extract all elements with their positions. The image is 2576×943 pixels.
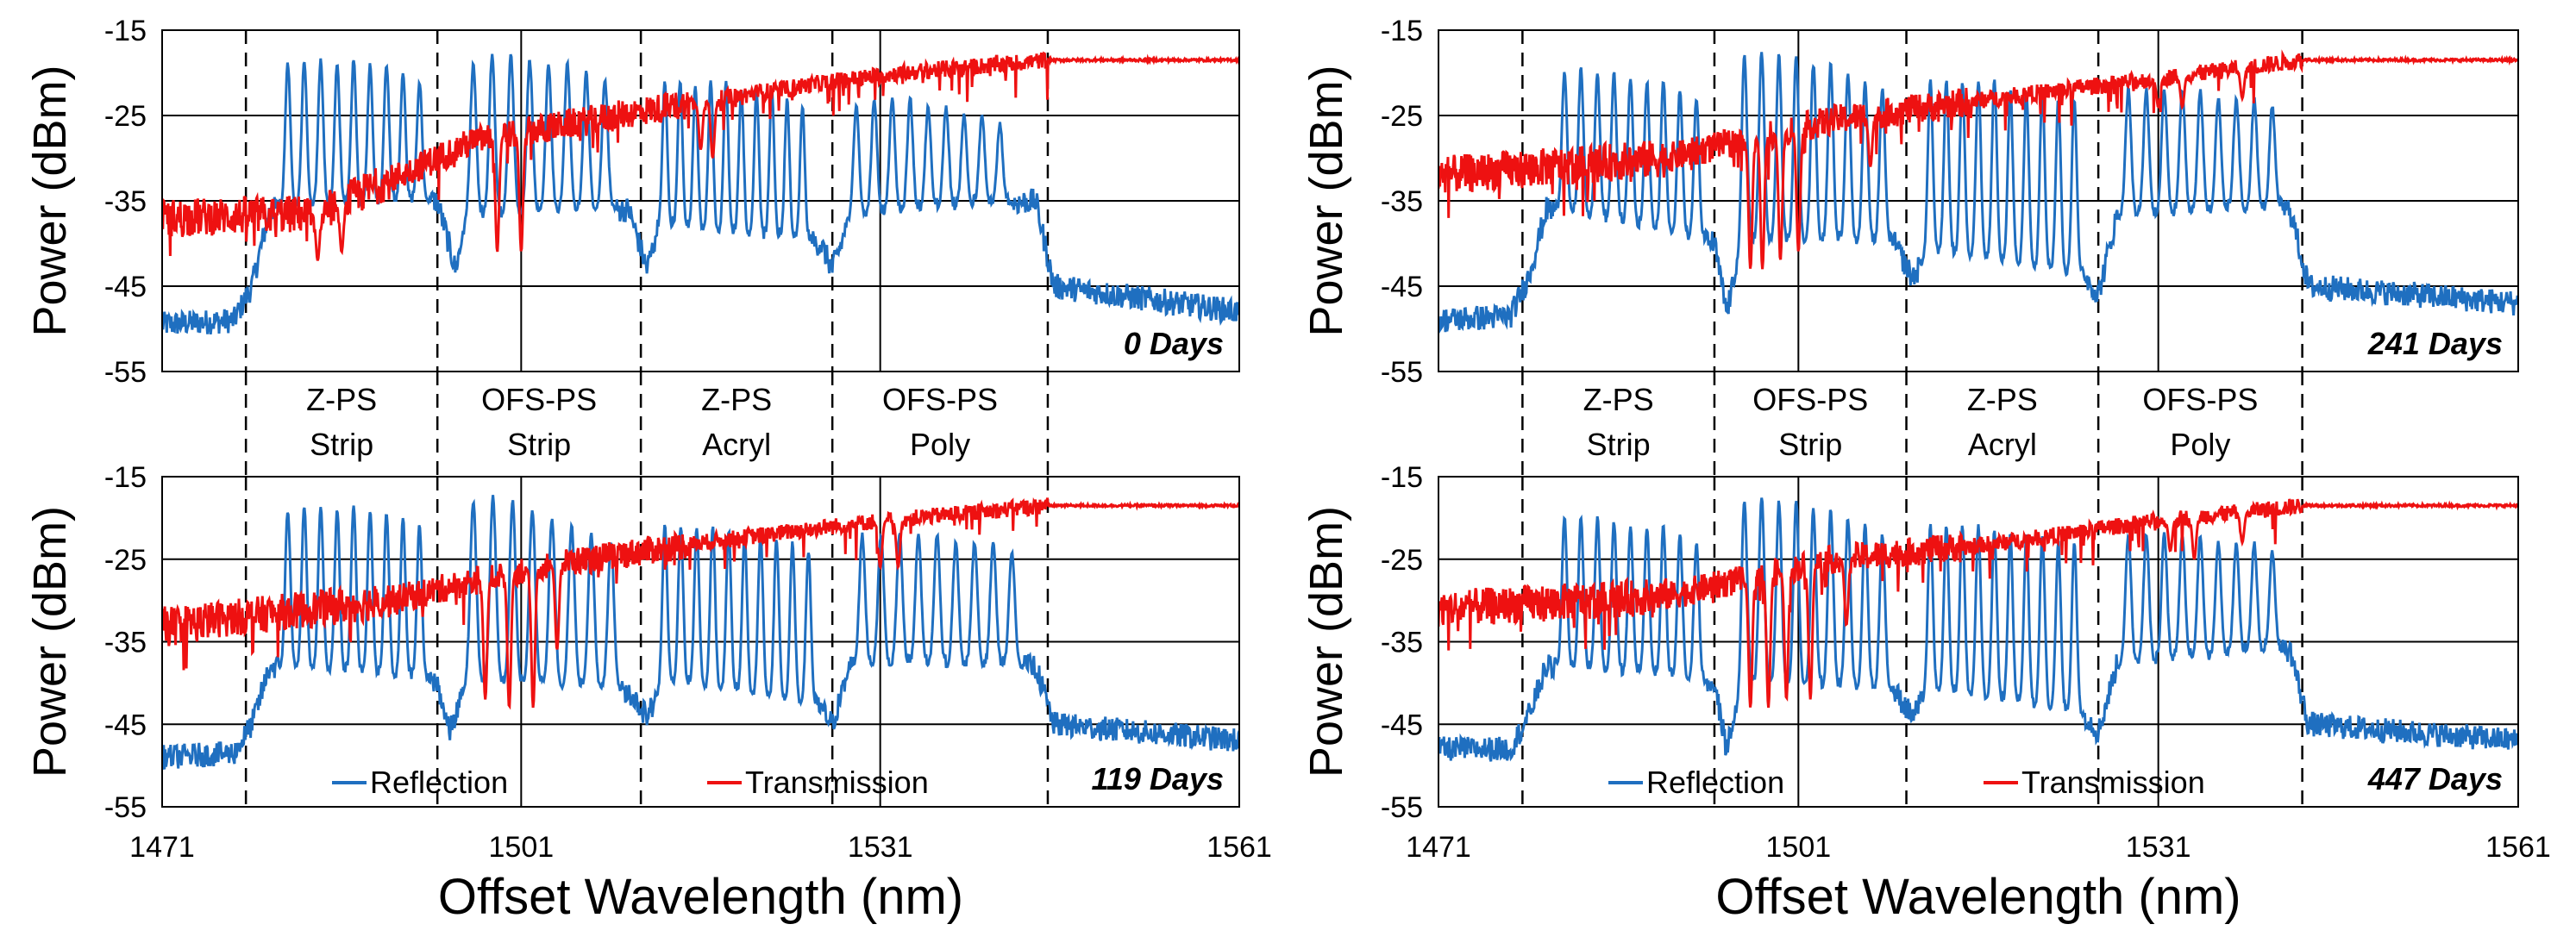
region-label: Strip bbox=[507, 427, 571, 462]
region-label: Strip bbox=[1587, 427, 1651, 462]
x-tick-label: 1471 bbox=[1406, 831, 1471, 864]
y-tick-label: -15 bbox=[1381, 461, 1423, 494]
region-label: Poly bbox=[2170, 427, 2230, 462]
legend-reflection-label: Reflection bbox=[370, 765, 508, 800]
region-label: Strip bbox=[310, 427, 373, 462]
plot-frame bbox=[161, 29, 1240, 372]
transmission-series-line bbox=[1438, 49, 2518, 270]
transmission-series-line bbox=[162, 51, 1239, 261]
y-tick-label: -15 bbox=[104, 461, 147, 494]
x-tick-label: 1561 bbox=[1207, 831, 1272, 864]
region-labels: Z-PS Strip OFS-PS Strip Z-PS Acryl OFS-PS Poly Z… bbox=[244, 372, 2303, 477]
region-label: Z-PS bbox=[701, 382, 772, 417]
y-axis-title: Power (dBm) bbox=[24, 506, 76, 778]
region-label: OFS-PS bbox=[1752, 382, 1868, 417]
x-tick-label: 1471 bbox=[129, 831, 195, 864]
plot-frame bbox=[1438, 476, 2519, 808]
y-tick-label: -35 bbox=[1381, 627, 1423, 659]
y-tick-label: -15 bbox=[1381, 15, 1423, 47]
y-tick-label: -35 bbox=[104, 185, 147, 218]
region-label: Z-PS bbox=[1967, 382, 2038, 417]
y-axis-title: Power (dBm) bbox=[1301, 65, 1352, 336]
x-tick-label: 1561 bbox=[2485, 831, 2551, 864]
plot-frame bbox=[1438, 29, 2519, 372]
reflection-series-line bbox=[1438, 497, 2518, 762]
region-label: OFS-PS bbox=[481, 382, 597, 417]
panel-top-left: -15 -25 -35 -45 -55 Power (dBm) 0 Days bbox=[24, 15, 1240, 389]
legend-reflection-label: Reflection bbox=[1646, 765, 1784, 800]
panel-day-label: 119 Days bbox=[1092, 761, 1224, 796]
y-tick-label: -55 bbox=[1381, 791, 1423, 824]
region-label: Z-PS bbox=[306, 382, 377, 417]
region-label: Strip bbox=[1778, 427, 1842, 462]
reflection-series-line bbox=[162, 53, 1239, 335]
y-tick-label: -25 bbox=[1381, 100, 1423, 133]
x-axis-title-left: Offset Wavelength (nm) bbox=[438, 869, 963, 925]
region-label: Poly bbox=[910, 427, 970, 462]
y-tick-label: -45 bbox=[104, 271, 147, 303]
y-tick-label: -35 bbox=[1381, 185, 1423, 218]
y-tick-label: -55 bbox=[1381, 356, 1423, 389]
reflection-series-line bbox=[162, 495, 1239, 770]
transmission-series-line bbox=[1438, 498, 2518, 709]
region-label: OFS-PS bbox=[882, 382, 998, 417]
legend-transmission-label: Transmission bbox=[2021, 765, 2205, 800]
y-tick-label: -45 bbox=[1381, 709, 1423, 741]
panel-day-label: 0 Days bbox=[1124, 326, 1224, 361]
y-tick-label: -15 bbox=[104, 15, 147, 47]
x-tick-label: 1531 bbox=[2126, 831, 2191, 864]
legend-transmission-label: Transmission bbox=[745, 765, 929, 800]
y-tick-label: -45 bbox=[104, 709, 147, 741]
y-tick-label: -25 bbox=[104, 544, 147, 577]
y-tick-label: -45 bbox=[1381, 271, 1423, 303]
y-tick-label: -25 bbox=[1381, 544, 1423, 577]
region-label: Z-PS bbox=[1583, 382, 1654, 417]
panel-bottom-right: -15 -25 -35 -45 -55 Power (dBm) 447 Days 1471 15… bbox=[1301, 461, 2551, 864]
region-label: Acryl bbox=[1968, 427, 2037, 462]
panel-day-label: 447 Days bbox=[2367, 761, 2503, 796]
y-tick-label: -35 bbox=[104, 627, 147, 659]
y-axis-title: Power (dBm) bbox=[1301, 506, 1352, 778]
reflection-series-line bbox=[1438, 52, 2518, 335]
x-tick-label: 1501 bbox=[1766, 831, 1832, 864]
y-tick-label: -25 bbox=[104, 100, 147, 133]
plot-frame bbox=[161, 476, 1240, 808]
y-tick-label: -55 bbox=[104, 356, 147, 389]
panel-day-label: 241 Days bbox=[2367, 326, 2503, 361]
y-tick-label: -55 bbox=[104, 791, 147, 824]
x-tick-label: 1531 bbox=[848, 831, 913, 864]
region-label: Acryl bbox=[702, 427, 771, 462]
panel-top-right: -15 -25 -35 -45 -55 Power (dBm) 241 Days bbox=[1301, 15, 2519, 389]
y-axis-title: Power (dBm) bbox=[24, 65, 76, 336]
x-axis-title-right: Offset Wavelength (nm) bbox=[1715, 869, 2241, 925]
panel-bottom-left: -15 -25 -35 -45 -55 Power (dBm) 119 Days 1471 15… bbox=[24, 461, 1272, 864]
transmission-series-line bbox=[162, 496, 1239, 710]
region-label: OFS-PS bbox=[2142, 382, 2258, 417]
x-tick-label: 1501 bbox=[489, 831, 555, 864]
